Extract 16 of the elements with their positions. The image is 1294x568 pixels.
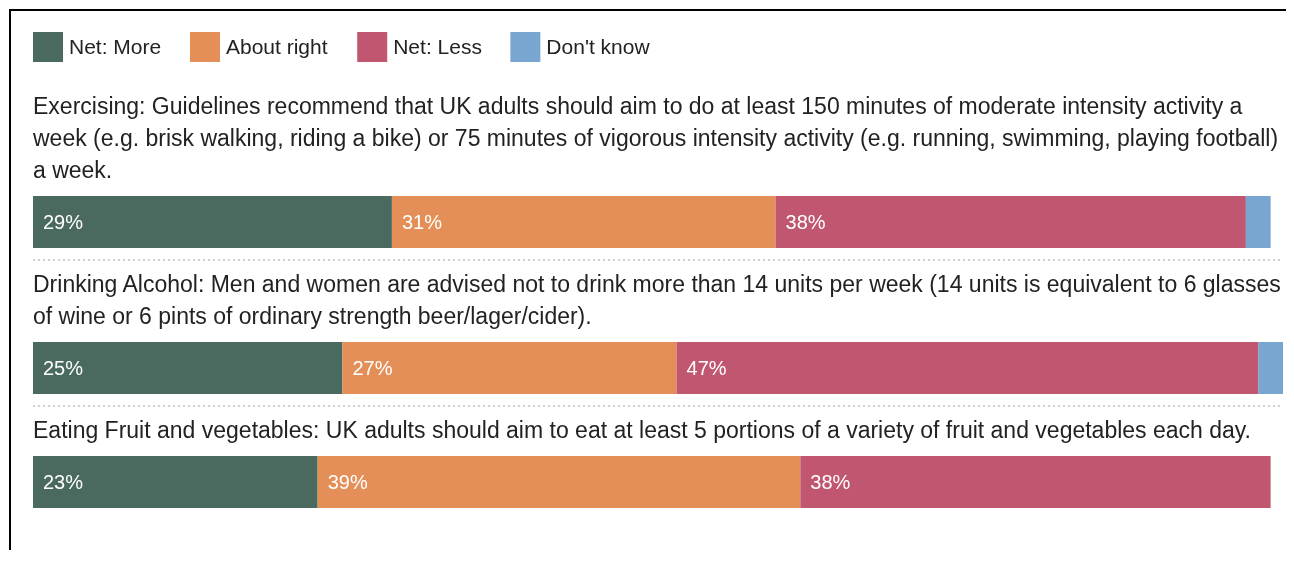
legend-label: Net: More	[69, 35, 162, 58]
y-tick-label: Eating Fruit and vegetables: UK adults should aim to eat at least 5 portions of a variety of fruit and vegetables each day.	[33, 417, 1252, 443]
data-label: 25%	[43, 357, 84, 379]
data-label: 47%	[686, 357, 727, 379]
legend-label: Don't know	[546, 35, 651, 58]
y-tick-label: Drinking Alcohol: Men and women are advised not to drink more than 14 units per week (14 units is equivalent to 6 glasses of wine or 6 pints of ordinary strength beer/lager/cider).	[33, 271, 1281, 329]
y-tick-label: Exercising: Guidelines recommend that UK adults should aim to do at least 150 minutes of moderate intensity activity a week (e.g. brisk walking, riding a bike) or 75 minutes of vigorous intensity activity (e.g. running, swimming, playing football) a week.	[32, 93, 1279, 183]
data-label: 23%	[43, 471, 84, 493]
data-label: 38%	[810, 471, 851, 493]
data-label: 39%	[327, 471, 368, 493]
legend-label: Net: Less	[393, 35, 482, 58]
data-label: 29%	[43, 211, 84, 233]
legend-label: About right	[225, 35, 328, 58]
data-label: 38%	[785, 211, 826, 233]
data-label: 31%	[401, 211, 443, 233]
data-label: 27%	[352, 357, 393, 379]
